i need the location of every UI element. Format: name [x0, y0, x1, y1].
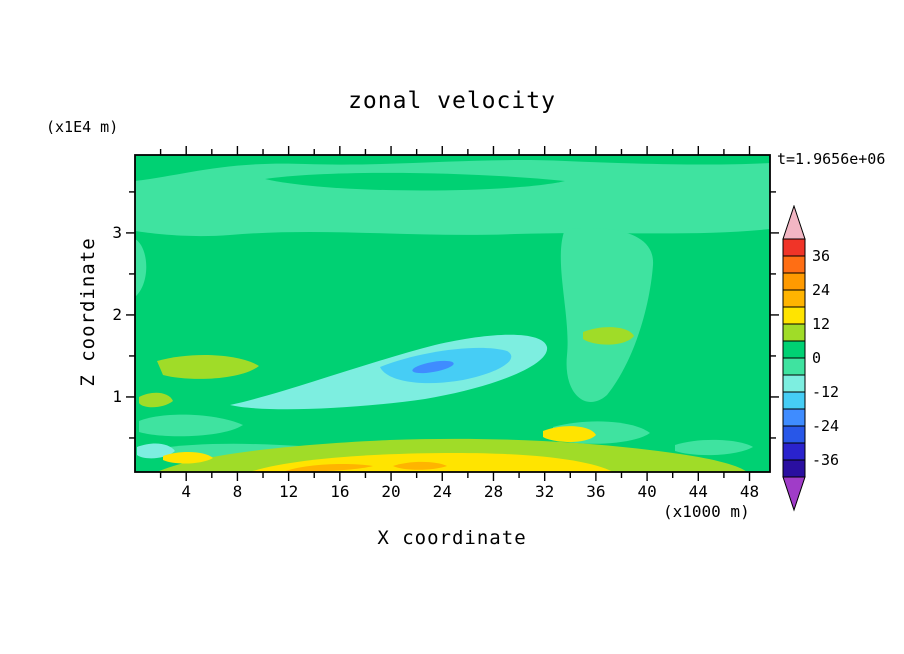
x-tick-label: 40: [637, 482, 657, 501]
colorbar-box: [782, 442, 806, 461]
colorbar-box: [782, 340, 806, 359]
colorbar-box: [782, 238, 806, 257]
time-label: t=1.9656e+06: [777, 150, 886, 168]
x-axis-units-label: (x1000 m): [663, 502, 750, 521]
z-axis-units-label: (x1E4 m): [46, 118, 119, 136]
x-tick-label: 32: [535, 482, 555, 501]
x-tick-label: 28: [483, 482, 504, 501]
colorbar-box: [782, 408, 806, 427]
colorbar-tick-label: 36: [812, 247, 831, 265]
plot-title: zonal velocity: [348, 88, 556, 114]
z-tick-label: 2: [112, 304, 122, 324]
colorbar-box: [782, 374, 806, 393]
x-tick-label: 20: [381, 482, 401, 501]
colorbar-box: [782, 323, 806, 342]
colorbar-box: [782, 272, 806, 291]
colorbar-box: [782, 391, 806, 410]
colorbar-box: [782, 306, 806, 325]
colorbar-tick-label: 24: [812, 281, 831, 299]
x-tick-label: 16: [330, 482, 350, 501]
colorbar: [782, 205, 806, 512]
z-tick-label: 1: [112, 386, 122, 406]
colorbar-above-max-arrow: [782, 205, 806, 240]
x-tick-label: 48: [739, 482, 760, 501]
x-tick-label: 8: [232, 482, 243, 501]
colorbar-tick-label: 12: [812, 315, 831, 333]
colorbar-box: [782, 357, 806, 376]
x-tick-label: 4: [181, 482, 192, 501]
colorbar-tick-label: -12: [812, 383, 840, 401]
x-tick-label: 12: [278, 482, 299, 501]
x-tick-label: 24: [432, 482, 452, 501]
colorbar-tick-label: -36: [812, 451, 840, 469]
colorbar-box: [782, 289, 806, 308]
x-tick-label: 36: [586, 482, 606, 501]
x-axis-label: X coordinate: [377, 527, 527, 549]
colorbar-box: [782, 425, 806, 444]
z-tick-label: 3: [112, 222, 122, 242]
colorbar-below-min-arrow: [782, 476, 806, 512]
contour-field: [135, 155, 770, 472]
colorbar-box: [782, 459, 806, 478]
colorbar-tick-label: -24: [812, 417, 840, 435]
colorbar-box: [782, 255, 806, 274]
x-tick-label: 44: [688, 482, 708, 501]
colorbar-tick-label: 0: [812, 349, 822, 367]
contour-region-upper-band: [135, 160, 770, 237]
